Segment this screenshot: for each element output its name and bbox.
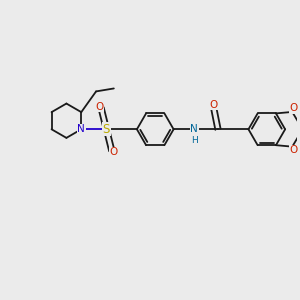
Text: H: H (191, 136, 198, 145)
Text: O: O (209, 100, 218, 110)
Text: O: O (209, 100, 218, 110)
Text: N: N (77, 124, 85, 134)
Text: O: O (290, 145, 298, 155)
Text: N: N (190, 124, 198, 134)
Text: O: O (95, 101, 104, 112)
Text: S: S (103, 123, 110, 136)
Text: O: O (109, 147, 117, 157)
Text: O: O (95, 101, 104, 112)
Text: O: O (290, 145, 298, 155)
Text: O: O (109, 147, 117, 157)
Text: S: S (103, 123, 110, 136)
Text: N: N (77, 124, 85, 134)
Text: O: O (290, 103, 298, 113)
Text: H: H (191, 136, 198, 145)
Text: N: N (190, 124, 198, 134)
Text: O: O (290, 103, 298, 113)
